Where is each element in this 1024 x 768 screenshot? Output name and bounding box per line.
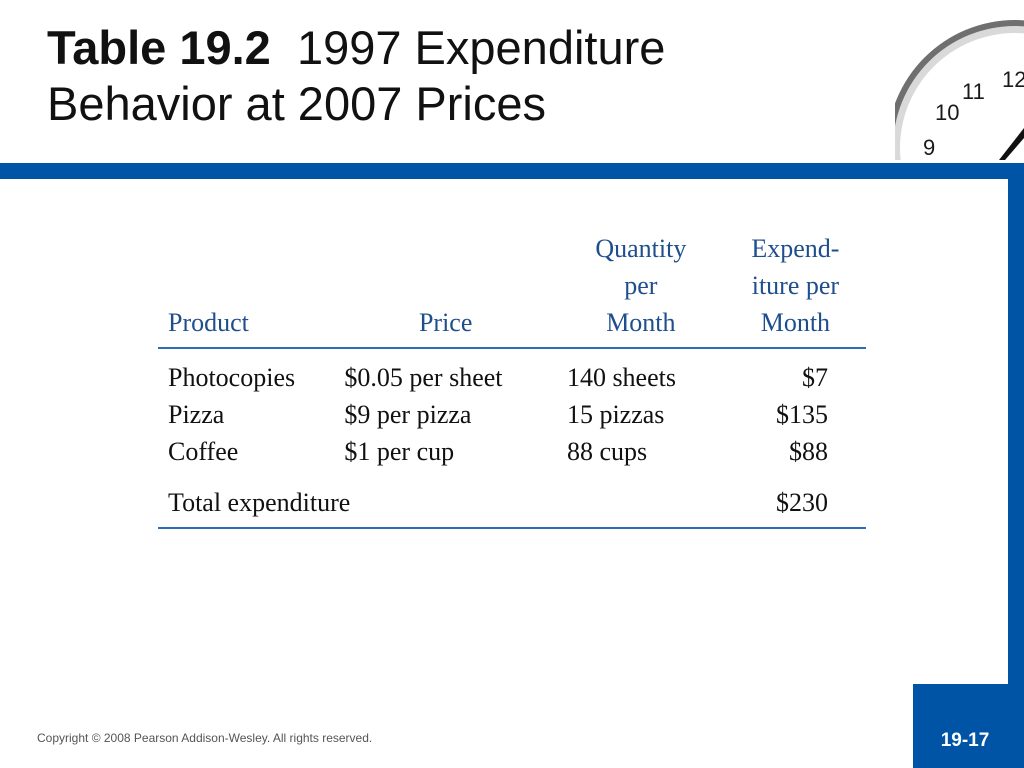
header-quantity-line: Month	[606, 308, 676, 337]
cell-price: $1 per cup	[344, 437, 455, 466]
slide-title-number: Table 19.2	[47, 21, 271, 74]
total-expenditure: $230	[724, 470, 866, 529]
cell-price: $0.05 per sheet	[344, 363, 503, 392]
cell-expenditure: $7	[802, 363, 828, 392]
cell-expenditure: $135	[776, 400, 828, 429]
cell-expenditure: $88	[789, 437, 828, 466]
table-row: Photocopies $0.05 per sheet 140 sheets $…	[158, 348, 866, 396]
clock-numeral: 10	[935, 100, 959, 125]
header-expenditure-line: Expend-	[751, 234, 840, 263]
slide-title-text: 1997 Expenditure Behavior at 2007 Prices	[47, 21, 666, 130]
table-row: Pizza $9 per pizza 15 pizzas $135	[158, 396, 866, 433]
table-total-row: Total expenditure $230	[158, 470, 866, 529]
cell-price: $9 per pizza	[344, 400, 472, 429]
cell-quantity: 88 cups	[566, 437, 648, 466]
expenditure-table: Product Price Quantity per Month Expend-…	[158, 230, 866, 529]
header-product: Product	[158, 230, 335, 349]
clock-numeral: 9	[923, 135, 935, 160]
header-expenditure: Expend- iture per Month	[724, 230, 866, 349]
clock-icon: 12 11 10 9	[895, 0, 1024, 160]
copyright-notice: Copyright © 2008 Pearson Addison-Wesley.…	[37, 731, 373, 745]
table-header-row: Product Price Quantity per Month Expend-…	[158, 230, 866, 349]
page-number-box	[913, 684, 1024, 768]
right-accent-band	[1008, 163, 1024, 768]
cell-quantity: 140 sheets	[566, 363, 676, 392]
cell-product: Pizza	[168, 400, 225, 429]
slide-title: Table 19.2 1997 Expenditure Behavior at …	[47, 20, 847, 132]
clock-numeral: 11	[962, 79, 985, 104]
clock-numeral: 12	[1002, 67, 1024, 92]
header-expenditure-line: Month	[760, 308, 831, 337]
cell-product: Photocopies	[168, 363, 296, 392]
top-accent-band	[0, 163, 1008, 179]
header-price: Price	[334, 230, 557, 349]
header-quantity: Quantity per Month	[556, 230, 725, 349]
table-row: Coffee $1 per cup 88 cups $88	[158, 433, 866, 470]
page-number: 19-17	[940, 730, 990, 751]
header-quantity-line: Quantity	[595, 234, 687, 263]
header-quantity-line: per	[624, 271, 658, 300]
cell-product: Coffee	[168, 437, 239, 466]
header-expenditure-line: iture per	[751, 271, 840, 300]
total-label: Total expenditure	[158, 470, 725, 529]
cell-quantity: 15 pizzas	[566, 400, 665, 429]
